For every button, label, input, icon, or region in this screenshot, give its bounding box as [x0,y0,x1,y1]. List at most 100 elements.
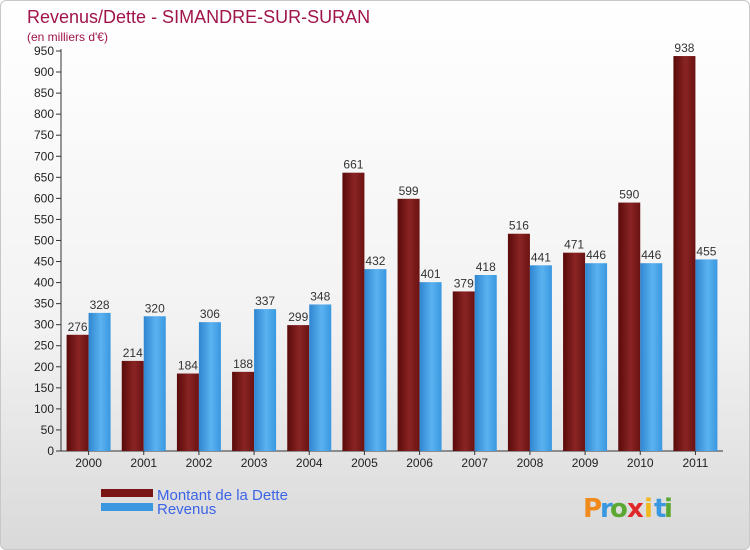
data-label-dette: 276 [68,320,88,334]
y-tick-label: 850 [34,86,54,100]
bar-revenus [254,309,277,451]
bar-dette [563,252,586,451]
x-tick-label: 2009 [572,456,599,470]
data-label-revenus: 348 [310,289,330,303]
bar-revenus [419,282,442,451]
y-tick-label: 750 [34,128,54,142]
logo-letter: t [654,494,666,524]
y-tick-label: 800 [34,107,54,121]
data-label-dette: 214 [123,346,143,360]
bar-revenus [309,304,332,451]
bar-revenus [640,263,663,451]
y-tick-label: 550 [34,212,54,226]
y-tick-label: 900 [34,65,54,79]
bar-revenus [364,269,387,451]
x-tick-label: 2006 [406,456,433,470]
bar-dette [121,360,144,451]
bar-dette [618,202,641,451]
y-tick-label: 950 [34,44,54,58]
bar-revenus [198,322,221,451]
data-label-dette: 184 [178,359,198,373]
bar-revenus [695,259,718,451]
y-tick-label: 450 [34,255,54,269]
legend-swatch [101,503,153,511]
x-tick-label: 2007 [461,456,488,470]
legend-label: Montant de la Dette [157,487,288,504]
data-label-dette: 599 [399,184,419,198]
data-label-dette: 379 [454,276,474,290]
x-tick-label: 2001 [130,456,157,470]
x-tick-label: 2004 [296,456,323,470]
bar-dette [452,291,475,451]
bars [66,56,718,451]
y-tick-label: 150 [34,381,54,395]
bar-dette [507,233,530,451]
y-tick-label: 300 [34,318,54,332]
y-tick-label: 500 [34,233,54,247]
y-tick-label: 600 [34,191,54,205]
x-tick-label: 2005 [351,456,378,470]
bar-revenus [474,275,497,451]
logo-letter: P [583,494,602,524]
x-tick-label: 2011 [683,456,709,470]
data-label-revenus: 446 [586,248,606,262]
y-tick-label: 50 [41,423,55,437]
data-label-dette: 188 [233,357,253,371]
data-label-revenus: 441 [531,250,551,264]
y-tick-label: 700 [34,149,54,163]
y-tick-label: 650 [34,170,54,184]
proxiti-logo: Pro x i ti [583,494,673,524]
x-tick-label: 2000 [75,456,102,470]
data-label-dette: 471 [564,238,584,252]
y-tick-label: 400 [34,276,54,290]
bar-revenus [143,316,166,451]
axes: 0 50 100 150 200 250 300 350 400 450 500 550 600 650 7… [34,44,723,470]
x-tick-label: 2008 [517,456,544,470]
logo-letter: r [600,494,613,524]
bar-dette [342,172,365,451]
data-label-revenus: 401 [421,267,441,281]
chart-subtitle: (en milliers d'€) [27,30,108,44]
logo-letter: x [627,494,644,524]
y-tick-label: 100 [34,402,54,416]
data-label-revenus: 446 [641,248,661,262]
logo-letter: o [610,494,628,524]
data-label-dette: 299 [288,310,308,324]
bar-revenus [585,263,608,451]
x-tick-label: 2003 [241,456,268,470]
data-label-revenus: 306 [200,307,220,321]
data-label-revenus: 432 [365,254,385,268]
logo-letter: i [644,494,653,524]
y-tick-label: 0 [47,444,54,458]
legend-label: Revenus [157,501,216,518]
y-tick-label: 200 [34,360,54,374]
data-label-dette: 661 [343,158,363,172]
bar-revenus [88,312,111,451]
data-label-revenus: 328 [90,298,110,312]
y-tick-label: 350 [34,297,54,311]
bar-dette [673,56,696,451]
data-label-dette: 516 [509,219,529,233]
legend-swatch [101,489,153,497]
bar-dette [397,198,420,451]
bar-dette [287,325,310,451]
bar-revenus [529,265,552,451]
x-tick-label: 2010 [627,456,654,470]
bar-dette [176,373,199,451]
data-label-dette: 938 [674,41,694,55]
data-label-revenus: 418 [476,260,496,274]
data-label-revenus: 320 [145,301,165,315]
data-label-dette: 590 [619,188,639,202]
logo-letter: i [664,494,673,524]
bar-dette [232,371,255,451]
data-label-revenus: 455 [696,244,716,258]
x-tick-label: 2002 [186,456,213,470]
chart-title: Revenus/Dette - SIMANDRE-SUR-SURAN [27,7,370,27]
y-tick-label: 250 [34,339,54,353]
bar-dette [66,334,89,451]
data-label-revenus: 337 [255,294,275,308]
